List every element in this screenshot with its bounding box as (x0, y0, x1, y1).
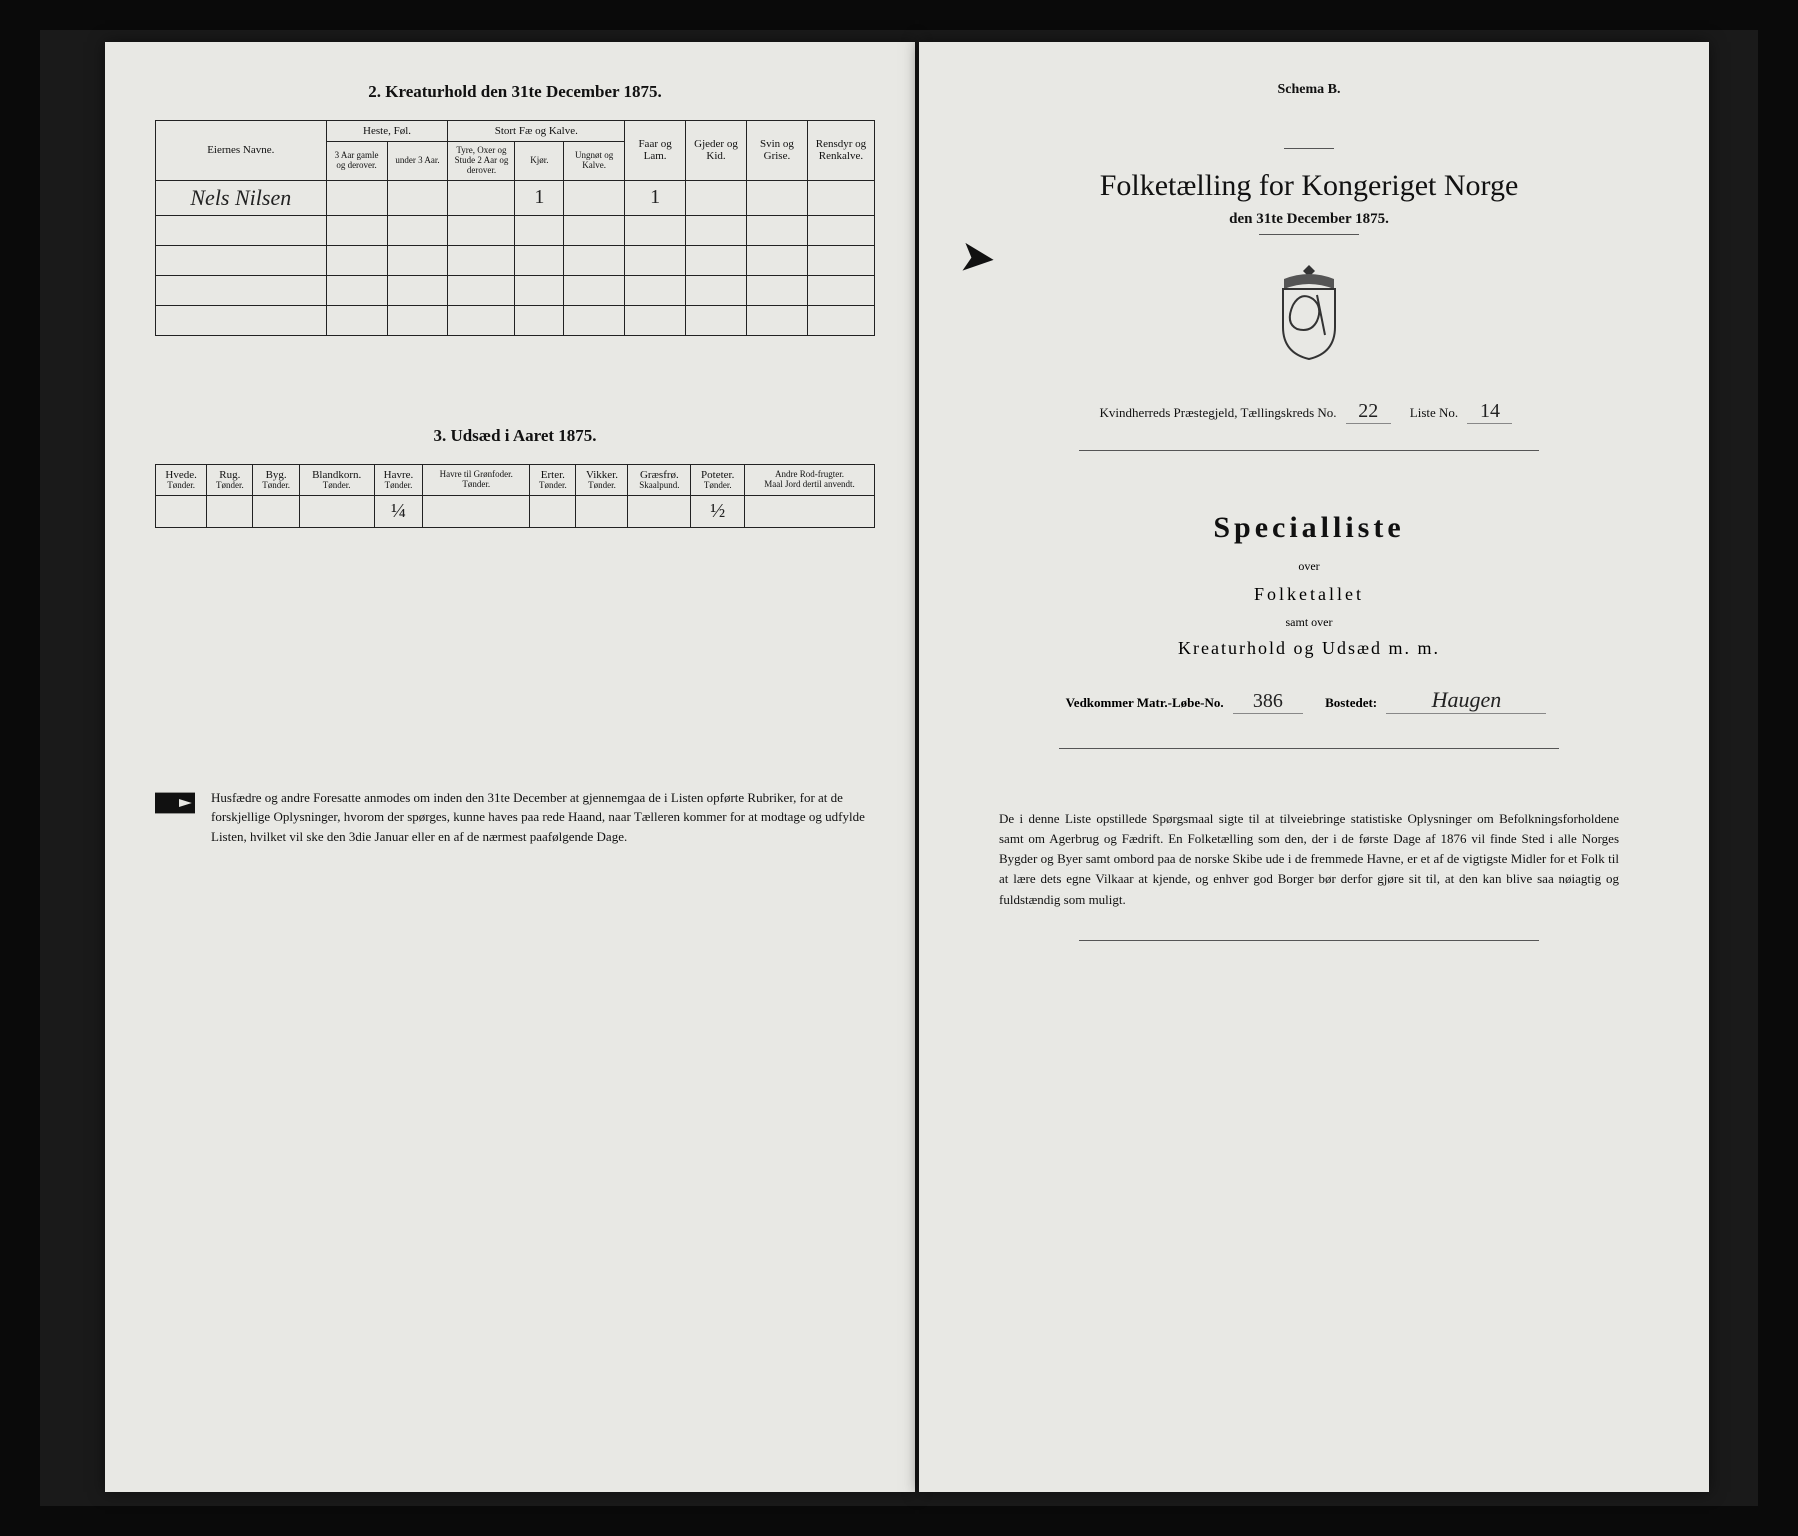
col-faar: Faar og Lam. (625, 121, 686, 181)
vedk-label: Vedkommer Matr.-Løbe-No. (1066, 695, 1224, 710)
sub-s3: Ungnøt og Kalve. (564, 142, 625, 181)
matr-no: 386 (1253, 690, 1283, 712)
c9: Græsfrø.Skaalpund. (628, 464, 691, 495)
schema-label: Schema B. (969, 82, 1649, 98)
divider (1079, 940, 1539, 941)
divider (1059, 748, 1559, 749)
sub-s1: Tyre, Oxer og Stude 2 Aar og derover. (448, 142, 515, 181)
subtitle: den 31te December 1875. (969, 211, 1649, 228)
vedkommer-line: Vedkommer Matr.-Løbe-No. 386 Bostedet: H… (969, 687, 1649, 714)
sub-h2: under 3 Aar. (387, 142, 448, 181)
section2-title: 2. Kreaturhold den 31te December 1875. (155, 82, 875, 102)
c11: Andre Rod-frugter.Maal Jord dertil anven… (745, 464, 875, 495)
cell-havre: ¼ (391, 500, 406, 522)
samt-label: samt over (969, 615, 1649, 630)
left-page: 2. Kreaturhold den 31te December 1875. E… (105, 42, 915, 1492)
c5: Havre.Tønder. (374, 464, 423, 495)
liste-label: Liste No. (1410, 405, 1458, 420)
table-row (156, 275, 875, 305)
divider (1079, 450, 1539, 451)
cell-poteter: ½ (710, 500, 725, 522)
bottom-paragraph: De i denne Liste opstillede Spørgsmaal s… (999, 809, 1619, 910)
instruction-text: Husfædre og andre Foresatte anmodes om i… (211, 788, 875, 847)
c7: Erter.Tønder. (530, 464, 576, 495)
bostedet-label: Bostedet: (1325, 695, 1377, 710)
table-row (156, 215, 875, 245)
table-row: Nels Nilsen 1 1 (156, 180, 875, 215)
kreds-no: 22 (1358, 400, 1378, 422)
c2: Rug.Tønder. (207, 464, 253, 495)
kreatur-label: Kreaturhold og Udsæd m. m. (969, 638, 1649, 659)
col-svin: Svin og Grise. (746, 121, 807, 181)
c10: Poteter.Tønder. (691, 464, 745, 495)
section3-title: 3. Udsæd i Aaret 1875. (155, 426, 875, 446)
c6: Havre til Grønfoder.Tønder. (423, 464, 530, 495)
c8: Vikker.Tønder. (576, 464, 628, 495)
over-label: over (969, 559, 1649, 574)
cell-faar: 1 (650, 186, 660, 208)
pen-mark: ➤ (956, 230, 998, 285)
grp-storfe: Stort Fæ og Kalve. (448, 121, 625, 142)
c3: Byg.Tønder. (253, 464, 299, 495)
scan-frame: 2. Kreaturhold den 31te December 1875. E… (40, 30, 1758, 1506)
col-eier: Eiernes Navne. (156, 121, 327, 181)
owner-name: Nels Nilsen (190, 185, 291, 210)
divider (1259, 234, 1359, 235)
grp-heste: Heste, Føl. (326, 121, 448, 142)
table-row (156, 305, 875, 335)
sub-s2: Kjør. (515, 142, 564, 181)
coat-of-arms-icon (1269, 265, 1349, 360)
praestegjeld-label: Kvindherreds Præstegjeld, Tællingskreds … (1100, 405, 1337, 420)
col-rens: Rensdyr og Renkalve. (807, 121, 874, 181)
kreaturhold-table: Eiernes Navne. Heste, Føl. Stort Fæ og K… (155, 120, 875, 336)
table-row: ¼ ½ (156, 495, 875, 527)
udsaed-table: Hvede.Tønder. Rug.Tønder. Byg.Tønder. Bl… (155, 464, 875, 528)
right-page: ➤ Schema B. Folketælling for Kongeriget … (919, 42, 1709, 1492)
bostedet: Haugen (1432, 687, 1502, 712)
cell-kjor: 1 (534, 186, 544, 208)
pointing-hand-icon (155, 792, 195, 814)
praestegjeld-line: Kvindherreds Præstegjeld, Tællingskreds … (969, 400, 1649, 424)
instruction-block: Husfædre og andre Foresatte anmodes om i… (155, 788, 875, 847)
table-row (156, 245, 875, 275)
sub-h1: 3 Aar gamle og derover. (326, 142, 387, 181)
c4: Blandkorn.Tønder. (299, 464, 374, 495)
col-gjeder: Gjeder og Kid. (686, 121, 747, 181)
liste-no: 14 (1480, 400, 1500, 422)
specialliste-title: Specialliste (969, 511, 1649, 545)
c1: Hvede.Tønder. (156, 464, 207, 495)
folketallet-label: Folketallet (969, 584, 1649, 605)
main-title: Folketælling for Kongeriget Norge (969, 169, 1649, 203)
divider (1284, 148, 1334, 149)
